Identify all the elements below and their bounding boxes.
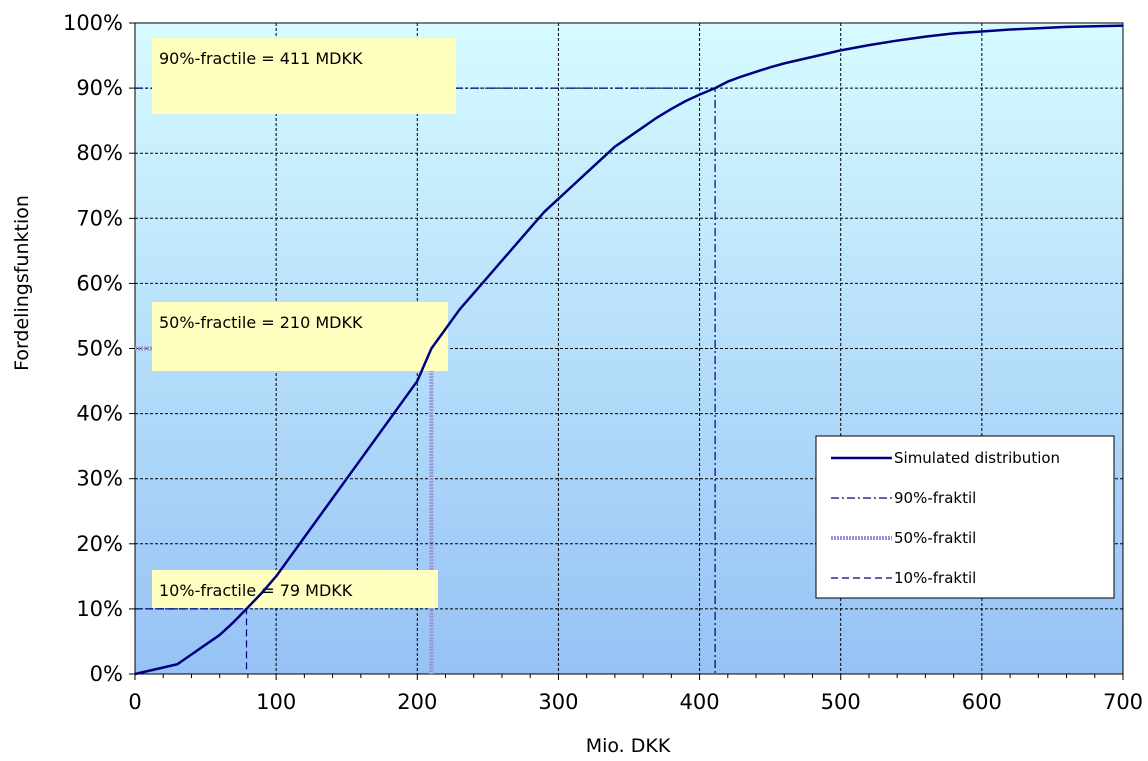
series-line-simulated-distribution [134,24,1124,676]
y-tick-label: 90% [76,76,123,100]
y-tick-label: 20% [76,532,123,556]
axes: 0% 10% 20% 30% 40% 50% 60% 70% 80% 90% 100% 0 100 200… [63,11,1143,714]
legend-label: 90%-fraktil [894,489,976,507]
y-axis-title: Fordelingsfunktion [11,195,33,371]
x-tick-label: 400 [680,690,720,714]
fractile-line-50fraktil [135,346,434,674]
legend-label: 10%-fraktil [894,569,976,587]
x-tick-label: 500 [821,690,861,714]
annotation-label: 50%-fractile = 210 MDKK [159,313,363,332]
y-tick-label: 60% [76,271,123,295]
y-tick-label: 10% [76,597,123,621]
x-tick-label: 200 [397,690,437,714]
y-tick-label: 0% [90,662,123,686]
y-tick-label: 30% [76,467,123,491]
x-tick-label: 300 [538,690,578,714]
x-tick-label: 700 [1103,690,1143,714]
series [134,24,1124,676]
legend-box [815,435,1115,599]
y-tick-label: 100% [63,11,123,35]
legend: Simulated distribution 90%-fraktil 50%-fra… [815,435,1115,599]
y-tick-label: 40% [76,402,123,426]
x-tick-label: 600 [962,690,1002,714]
annotation-box [152,38,456,114]
legend-label: Simulated distribution [894,449,1060,467]
annotation-box [152,570,438,608]
legend-label: 50%-fraktil [894,529,976,547]
y-tick-label: 50% [76,337,123,361]
y-tick-label: 70% [76,206,123,230]
annotation-box [152,302,448,371]
annotation-label: 90%-fractile = 411 MDKK [159,49,363,68]
x-axis-title: Mio. DKK [586,735,671,757]
annotation-label: 10%-fractile = 79 MDKK [159,581,353,600]
y-tick-label: 80% [76,141,123,165]
annotations: 90%-fractile = 411 MDKK 50%-fractile = 21… [152,38,456,608]
x-tick-label: 100 [256,690,296,714]
x-tick-label: 0 [128,690,141,714]
